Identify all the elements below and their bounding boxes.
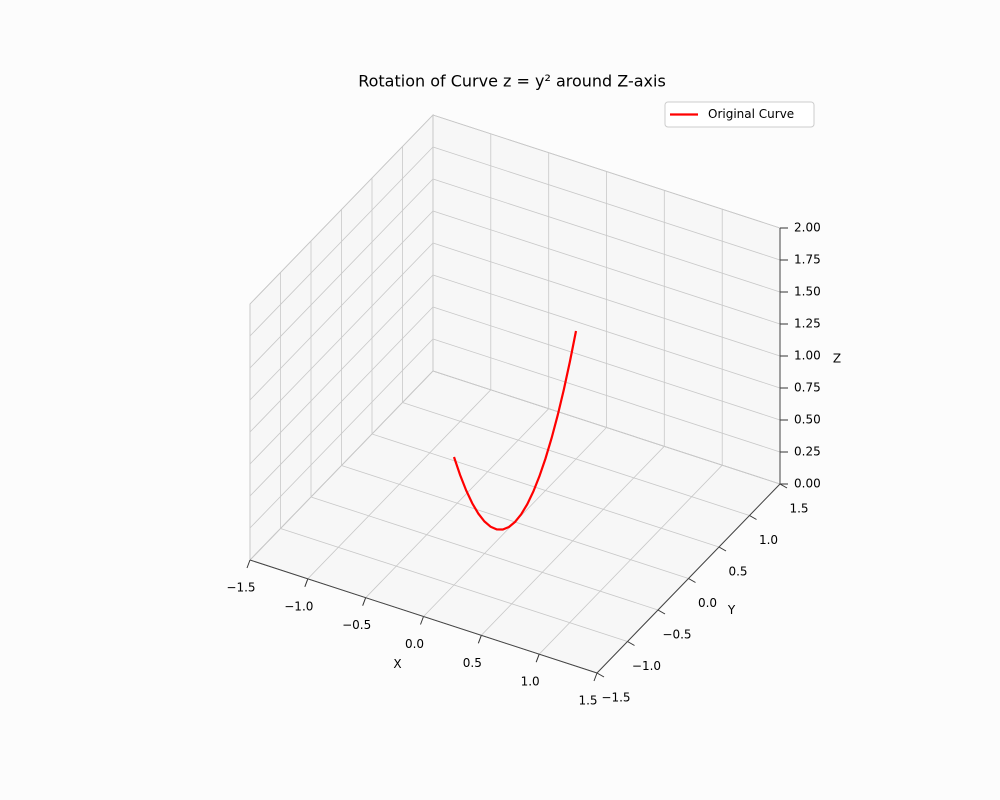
- curve: [452, 330, 578, 531]
- z-tick-label: 1.75: [794, 253, 821, 267]
- x-tick-label: 0.5: [463, 656, 482, 670]
- z-tick-label: 1.25: [794, 317, 821, 331]
- grid-line: [249, 306, 781, 497]
- chart-title: Rotation of Curve z = y² around Z-axis: [358, 72, 666, 91]
- z-tick-label: 0.25: [794, 445, 821, 459]
- x-axis-label: X: [393, 657, 401, 671]
- y-tick-label: 0.5: [728, 565, 747, 579]
- grid-line: [249, 146, 781, 337]
- z-tick-label: 0.75: [794, 381, 821, 395]
- x-tick-label: −1.5: [226, 581, 255, 595]
- tick-mark: [362, 597, 367, 606]
- tick-mark: [477, 635, 482, 644]
- y-tick-label: 1.5: [789, 502, 808, 516]
- y-tick-label: −0.5: [662, 628, 691, 642]
- legend-box: [664, 101, 815, 128]
- tick-mark: [718, 546, 727, 552]
- grid-line: [249, 114, 781, 305]
- tick-mark: [688, 578, 696, 583]
- legend-label: Original Curve: [708, 107, 794, 121]
- tick-mark: [657, 609, 666, 615]
- x-tick-label: 1.0: [521, 675, 540, 689]
- y-tick-label: 1.0: [759, 533, 778, 547]
- tick-mark: [535, 653, 540, 663]
- z-tick-label: 2.00: [794, 221, 821, 235]
- tick-mark: [627, 641, 635, 646]
- grid-line: [249, 242, 781, 433]
- tick-mark: [593, 672, 598, 682]
- x-tick-label: 0.0: [405, 637, 424, 651]
- x-tick-label: 1.5: [578, 694, 597, 708]
- y-tick-label: −1.0: [632, 659, 661, 673]
- tick-mark: [596, 672, 605, 678]
- tick-mark: [246, 559, 251, 569]
- z-tick-label: 0.50: [794, 413, 821, 427]
- x-tick-label: −0.5: [342, 618, 371, 632]
- grid-line: [249, 370, 781, 561]
- grid-line: [249, 338, 781, 529]
- tick-mark: [779, 483, 788, 489]
- grid-line: [249, 210, 781, 401]
- x-tick-label: −1.0: [284, 599, 313, 613]
- y-tick-label: 0.0: [698, 596, 717, 610]
- tick-mark: [749, 515, 757, 520]
- z-tick-label: 0.00: [794, 477, 821, 491]
- y-tick-label: −1.5: [601, 691, 630, 705]
- grid-line: [249, 178, 781, 369]
- tick-mark: [304, 578, 309, 588]
- axis-line: [249, 228, 781, 674]
- y-axis-label: Y: [727, 603, 736, 617]
- z-axis-label: Z: [833, 352, 841, 366]
- grid-line: [249, 274, 781, 465]
- z-tick-label: 1.50: [794, 285, 821, 299]
- tick-mark: [420, 616, 424, 625]
- z-tick-label: 1.00: [794, 349, 821, 363]
